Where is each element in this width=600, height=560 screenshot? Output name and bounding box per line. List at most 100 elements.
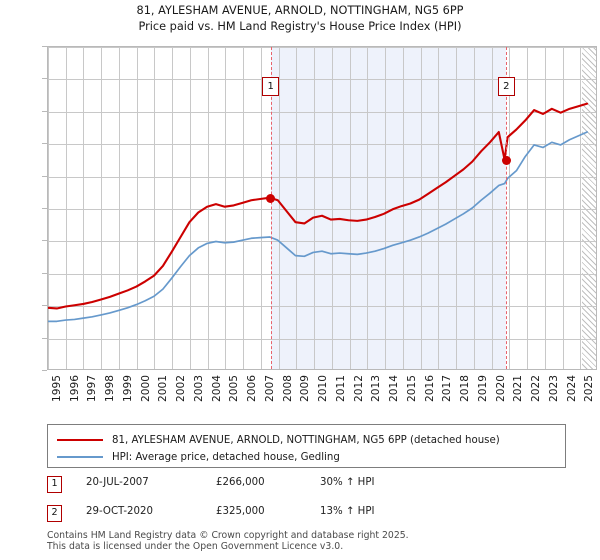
x-axis-tick-label: 1998 xyxy=(104,375,117,402)
x-axis-tick-label: 2011 xyxy=(334,375,347,402)
gridline-vertical xyxy=(207,47,209,369)
x-axis-tick-label: 2012 xyxy=(352,375,365,402)
gridline-vertical xyxy=(172,47,174,369)
y-axis-tick xyxy=(42,272,47,274)
marker-dot-1 xyxy=(266,194,276,204)
chart-legend: 81, AYLESHAM AVENUE, ARNOLD, NOTTINGHAM,… xyxy=(47,424,566,468)
gridline-vertical xyxy=(296,47,298,369)
x-axis-tick-label: 2022 xyxy=(530,375,543,402)
x-axis-tick-label: 1996 xyxy=(68,375,81,402)
gridline-vertical xyxy=(473,47,475,369)
legend-label-hpi: HPI: Average price, detached house, Gedl… xyxy=(112,451,340,463)
x-axis-tick-label: 1999 xyxy=(121,375,134,402)
x-axis-tick-label: 2010 xyxy=(317,375,330,402)
x-axis-tick-label: 2018 xyxy=(459,375,472,402)
gridline-vertical xyxy=(278,47,280,369)
x-axis-tick-label: 2019 xyxy=(476,375,489,402)
gridline-vertical xyxy=(402,47,404,369)
gridline-horizontal xyxy=(48,273,596,275)
y-axis-tick xyxy=(42,337,47,339)
legend-item-property: 81, AYLESHAM AVENUE, ARNOLD, NOTTINGHAM,… xyxy=(57,431,500,449)
marker-vline-2 xyxy=(506,47,508,369)
gridline-horizontal xyxy=(48,176,596,178)
marker-flag-2[interactable]: 2 xyxy=(497,77,515,96)
gridline-vertical xyxy=(509,47,511,369)
gridline-horizontal xyxy=(48,241,596,243)
gridline-horizontal xyxy=(48,209,596,210)
y-axis-tick xyxy=(42,46,47,47)
x-axis-tick-label: 2014 xyxy=(388,375,401,402)
gridline-vertical xyxy=(243,47,245,369)
gridline-vertical xyxy=(314,47,316,369)
x-axis-tick-label: 2003 xyxy=(192,375,205,402)
gridline-horizontal xyxy=(48,306,596,308)
gridline-horizontal xyxy=(48,144,596,146)
gridline-vertical xyxy=(65,47,67,369)
page-subtitle: Price paid vs. HM Land Registry's House … xyxy=(138,20,462,33)
marker-flag-1[interactable]: 1 xyxy=(262,77,280,96)
shaded-ownership-span xyxy=(270,47,507,369)
page-title: 81, AYLESHAM AVENUE, ARNOLD, NOTTINGHAM,… xyxy=(136,4,464,17)
x-axis-tick-label: 2008 xyxy=(281,375,294,402)
x-axis-tick-label: 2007 xyxy=(263,375,276,402)
gridline-vertical xyxy=(260,47,262,369)
transaction-price-1: £266,000 xyxy=(216,477,265,488)
y-axis-tick xyxy=(42,240,47,242)
x-axis-tick-label: 2006 xyxy=(246,375,259,402)
x-axis-tick-label: 2024 xyxy=(565,375,578,402)
x-axis-tick-label: 2015 xyxy=(405,375,418,402)
marker-dot-2 xyxy=(501,155,511,165)
gridline-vertical xyxy=(349,47,351,369)
x-axis-tick-label: 2005 xyxy=(228,375,241,402)
gridline-vertical xyxy=(83,47,85,369)
x-axis-tick-label: 2000 xyxy=(139,375,152,402)
x-axis-tick-label: 2016 xyxy=(423,375,436,402)
transaction-price-2: £325,000 xyxy=(216,506,265,517)
x-axis-tick-label: 2002 xyxy=(175,375,188,402)
transaction-date-1: 20-JUL-2007 xyxy=(86,477,149,488)
transaction-date-2: 29-OCT-2020 xyxy=(86,506,153,517)
y-axis-tick xyxy=(42,305,47,307)
gridline-horizontal xyxy=(48,79,596,81)
transaction-marker-1: 1 xyxy=(47,476,62,493)
x-axis-tick-label: 2025 xyxy=(583,375,596,402)
y-axis-tick xyxy=(42,78,47,80)
y-axis-tick xyxy=(42,175,47,177)
x-axis-tick-label: 1995 xyxy=(51,375,63,402)
x-axis-tick-label: 2001 xyxy=(157,375,170,402)
y-axis-tick xyxy=(42,143,47,145)
legend-swatch-hpi xyxy=(57,456,103,458)
series-line-hpi xyxy=(48,131,589,323)
gridline-vertical xyxy=(367,47,369,369)
footer-copyright: Contains HM Land Registry data © Crown c… xyxy=(47,530,409,541)
marker-vline-1 xyxy=(270,47,272,369)
gridline-horizontal xyxy=(48,338,596,340)
x-axis-tick-label: 1997 xyxy=(86,375,99,402)
series-lines xyxy=(48,102,589,323)
legend-swatch-property xyxy=(57,439,103,441)
x-axis-tick-label: 2009 xyxy=(299,375,312,402)
gridline-vertical xyxy=(456,47,458,369)
y-axis-tick xyxy=(42,110,47,112)
gridline-vertical xyxy=(154,47,156,369)
gridline-vertical xyxy=(101,47,103,369)
gridline-vertical xyxy=(136,47,138,369)
chart-title-block: 81, AYLESHAM AVENUE, ARNOLD, NOTTINGHAM,… xyxy=(0,3,600,35)
gridline-vertical xyxy=(420,47,422,369)
gridline-vertical xyxy=(48,47,49,369)
gridline-vertical xyxy=(562,47,564,369)
x-axis-tick-label: 2017 xyxy=(441,375,454,402)
gridline-vertical xyxy=(385,47,387,369)
x-axis-tick-label: 2004 xyxy=(210,375,223,402)
transaction-marker-2: 2 xyxy=(47,505,62,522)
gridline-vertical xyxy=(491,47,493,369)
transaction-hpi-1: 30% ↑ HPI xyxy=(320,477,375,488)
y-axis-tick xyxy=(42,370,47,371)
x-axis-tick-label: 2013 xyxy=(370,375,383,402)
gridline-vertical xyxy=(580,47,582,369)
transaction-hpi-2: 13% ↑ HPI xyxy=(320,506,375,517)
gridline-horizontal xyxy=(48,47,596,48)
